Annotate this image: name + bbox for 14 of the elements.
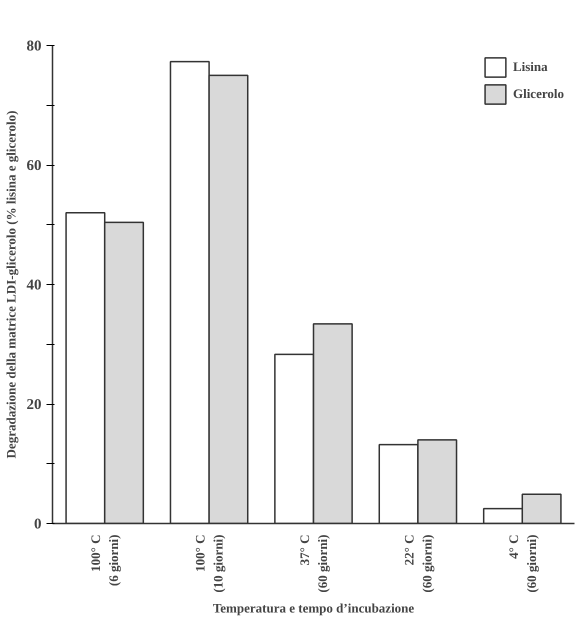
y-tick-label: 40 xyxy=(26,278,42,294)
x-tick-label: 37° C (60 giorni) xyxy=(297,534,330,593)
legend-label: Lisina xyxy=(512,59,548,75)
y-tick-label: 20 xyxy=(26,397,42,413)
y-axis-title: Degradazione della matrice LDI-glicerolo (% lisina e glicerolo) xyxy=(4,110,18,458)
x-tick-label: 22° C (60 giorni) xyxy=(401,534,434,593)
x-tick-label: 100° C (6 giorni) xyxy=(88,534,122,586)
x-axis-title: Temperatura e tempo d’incubazione xyxy=(212,600,414,616)
y-tick-label: 0 xyxy=(34,516,42,532)
x-tick-label: 4° C (60 giorni) xyxy=(506,534,539,593)
y-tick-label: 80 xyxy=(26,38,42,54)
legend-label: Glicerolo xyxy=(512,86,564,102)
x-tick-label: 100° C (10 giorni) xyxy=(192,534,226,593)
y-tick-label: 60 xyxy=(26,158,42,174)
